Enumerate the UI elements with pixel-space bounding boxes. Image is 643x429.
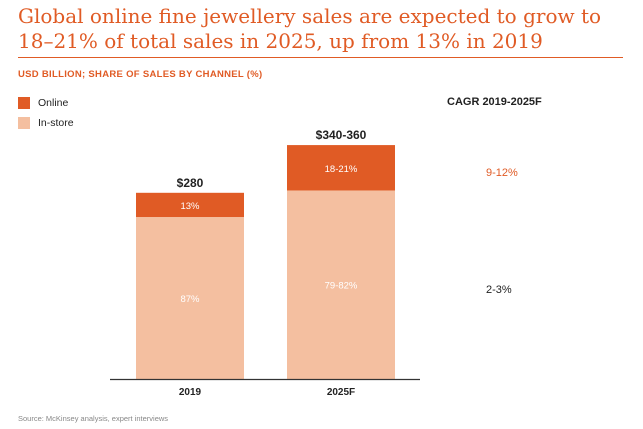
source-note: Source: McKinsey analysis, expert interv… (18, 414, 169, 423)
segment-label-online-2025f: 18-21% (325, 164, 358, 175)
title-rule (18, 57, 623, 58)
chart-title: Global online fine jewellery sales are e… (18, 4, 602, 53)
bar-segment-instore-2019 (136, 217, 244, 379)
x-tick-label-2025f: 2025F (327, 387, 355, 398)
total-label-2019: $280 (177, 176, 204, 190)
legend-swatch-instore (18, 117, 30, 129)
legend-swatch-online (18, 97, 30, 109)
legend-label-online: Online (38, 97, 69, 109)
cagr-instore-value: 2-3% (486, 284, 512, 296)
chart-subtitle: USD BILLION; SHARE OF SALES BY CHANNEL (… (18, 69, 263, 80)
x-tick-label-2019: 2019 (179, 387, 202, 398)
segment-label-online-2019: 13% (180, 201, 200, 212)
segment-label-instore-2019: 87% (180, 294, 200, 305)
legend-item-online: Online (18, 96, 68, 110)
segment-label-instore-2025f: 79-82% (325, 281, 358, 292)
bar-segment-online-2019 (136, 192, 244, 218)
legend-label-instore: In-store (38, 117, 74, 129)
cagr-online-value: 9-12% (486, 167, 518, 179)
cagr-title: CAGR 2019-2025F (447, 96, 542, 108)
total-label-2025f: $340-360 (316, 128, 367, 142)
bar-segment-online-2025f (287, 145, 395, 191)
bar-segment-instore-2025f (287, 190, 395, 379)
legend-item-instore: In-store (18, 116, 74, 130)
